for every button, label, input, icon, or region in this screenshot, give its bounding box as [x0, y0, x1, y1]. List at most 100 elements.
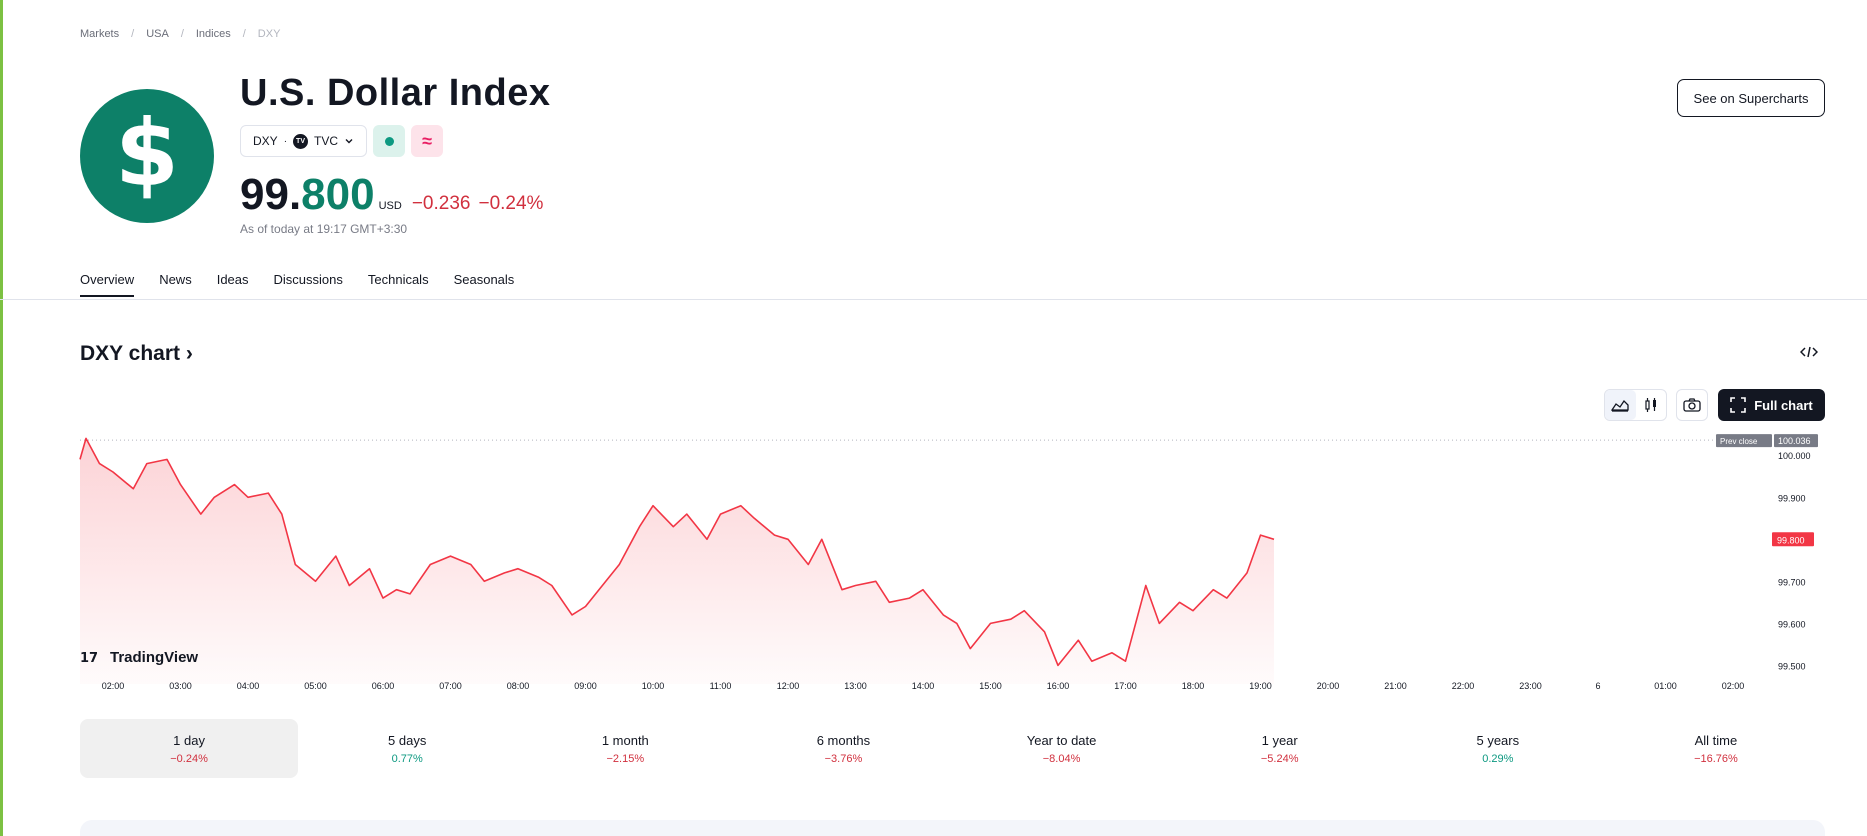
x-tick-label: 02:00: [102, 681, 125, 691]
x-tick-label: 22:00: [1452, 681, 1475, 691]
breadcrumb-indices[interactable]: Indices: [195, 28, 231, 40]
timeframe-1m[interactable]: 1 month −2.15%: [516, 719, 734, 778]
delayed-data-wave-icon[interactable]: ≈: [411, 125, 444, 157]
timeframe-label: 5 days: [388, 732, 427, 748]
timeframe-change: −3.76%: [824, 752, 863, 765]
x-tick-label: 02:00: [1722, 681, 1745, 691]
timeframe-label: 5 years: [1476, 732, 1520, 748]
timeframe-label: 1 year: [1261, 732, 1298, 748]
last-price-badge: [1772, 532, 1814, 547]
price-change-percent: −0.24%: [478, 193, 544, 214]
timeframe-label: 6 months: [816, 732, 871, 748]
exchange-logo-icon: TV: [293, 133, 309, 149]
bottom-card: [80, 820, 1825, 836]
fullscreen-icon: [1730, 397, 1747, 413]
full-chart-button[interactable]: Full chart: [1718, 389, 1825, 421]
tradingview-logo-icon: 17: [80, 651, 98, 666]
timeframe-5y[interactable]: 5 years 0.29%: [1389, 719, 1607, 778]
tab-technicals[interactable]: Technicals: [367, 272, 429, 287]
x-tick-label: 05:00: [304, 681, 327, 691]
symbol-selector[interactable]: DXY · TV TVC: [240, 125, 368, 157]
see-on-supercharts-button[interactable]: See on Supercharts: [1677, 79, 1825, 117]
embed-code-icon[interactable]: [1800, 345, 1818, 359]
x-tick-label: 06:00: [372, 681, 395, 691]
x-tick-label: 09:00: [574, 681, 597, 691]
dollar-logo-icon: $: [80, 89, 214, 223]
chevron-down-icon: [345, 139, 353, 144]
ticker-label: DXY: [253, 134, 278, 148]
timeframe-label: All time: [1694, 732, 1738, 748]
price-currency: USD: [378, 200, 402, 212]
timeframe-1y[interactable]: 1 year −5.24%: [1171, 719, 1389, 778]
breadcrumb-separator: /: [180, 28, 184, 40]
exchange-label: TVC: [314, 134, 339, 148]
timeframe-change: −8.04%: [1042, 752, 1081, 765]
timeframe-selector: 1 day −0.24% 5 days 0.77% 1 month −2.15%…: [80, 719, 1825, 778]
x-tick-label: 17:00: [1114, 681, 1137, 691]
timeframe-label: 1 month: [601, 732, 649, 748]
price-line: [79, 437, 1275, 667]
symbol-row: DXY · TV TVC ≈: [240, 125, 444, 157]
x-tick-label: 19:00: [1249, 681, 1272, 691]
y-tick-label: 99.700: [1778, 577, 1806, 587]
timeframe-6m[interactable]: 6 months −3.76%: [734, 719, 952, 778]
breadcrumb-separator: /: [131, 28, 135, 40]
timeframe-change: −2.15%: [606, 752, 645, 765]
timeframe-change: 0.29%: [1482, 752, 1514, 765]
y-tick-label: 99.600: [1778, 619, 1806, 629]
y-tick-label: 100.000: [1778, 451, 1811, 461]
area-chart-icon[interactable]: [1605, 390, 1636, 420]
price-integer: 99.: [240, 170, 302, 219]
timeframe-change: −5.24%: [1260, 752, 1299, 765]
x-tick-label: 07:00: [439, 681, 462, 691]
x-tick-label: 6: [1595, 681, 1600, 691]
prev-close-value-badge: [1774, 434, 1818, 448]
window-edge-accent: [0, 0, 3, 836]
page-title: U.S. Dollar Index: [240, 72, 551, 114]
candles-chart-icon[interactable]: [1636, 390, 1667, 420]
tab-ideas[interactable]: Ideas: [216, 272, 249, 287]
y-tick-label: 99.900: [1778, 493, 1806, 503]
last-price-value: 99.800: [1777, 535, 1805, 545]
timeframe-1d[interactable]: 1 day −0.24%: [80, 719, 299, 778]
timeframe-label: Year to date: [1026, 732, 1097, 748]
breadcrumb-markets[interactable]: Markets: [80, 28, 120, 40]
x-tick-label: 08:00: [507, 681, 530, 691]
separator-dot: ·: [283, 135, 288, 147]
x-tick-label: 20:00: [1317, 681, 1340, 691]
breadcrumb: Markets / USA / Indices / DXY: [80, 28, 280, 40]
x-tick-label: 18:00: [1182, 681, 1205, 691]
price-area-fill: [80, 438, 1274, 684]
x-tick-label: 14:00: [912, 681, 935, 691]
timeframe-all[interactable]: All time −16.76%: [1607, 719, 1825, 778]
chart-heading-link[interactable]: DXY chart ›: [80, 342, 193, 365]
x-tick-label: 15:00: [979, 681, 1002, 691]
breadcrumb-current: DXY: [257, 28, 281, 40]
timeframe-5d[interactable]: 5 days 0.77%: [298, 719, 516, 778]
tab-bar: Overview News Ideas Discussions Technica…: [80, 272, 514, 297]
x-tick-label: 13:00: [844, 681, 867, 691]
breadcrumb-separator: /: [242, 28, 246, 40]
tab-seasonals[interactable]: Seasonals: [453, 272, 515, 287]
as-of-timestamp: As of today at 19:17 GMT+3:30: [240, 222, 408, 236]
x-tick-label: 12:00: [777, 681, 800, 691]
x-tick-label: 04:00: [237, 681, 260, 691]
tab-discussions[interactable]: Discussions: [273, 272, 343, 287]
full-chart-label: Full chart: [1754, 397, 1813, 413]
price-chart[interactable]: 100.000 99.900 99.700 99.600 99.500 Prev clos…: [0, 430, 1867, 700]
price-row: 99. 800 USD −0.236 −0.24%: [240, 170, 543, 220]
timeframe-change: 0.77%: [391, 752, 423, 765]
breadcrumb-usa[interactable]: USA: [146, 28, 169, 40]
x-tick-label: 03:00: [169, 681, 192, 691]
timeframe-ytd[interactable]: Year to date −8.04%: [953, 719, 1171, 778]
timeframe-label: 1 day: [173, 732, 205, 748]
tradingview-watermark: TradingView: [110, 649, 198, 666]
x-tick-label: 16:00: [1047, 681, 1070, 691]
tab-overview[interactable]: Overview: [80, 272, 135, 297]
prev-close-value: 100.036: [1778, 436, 1811, 446]
timeframe-change: −16.76%: [1694, 752, 1738, 765]
camera-snapshot-icon[interactable]: [1676, 389, 1708, 421]
market-open-status-icon[interactable]: [373, 125, 406, 157]
tab-news[interactable]: News: [159, 272, 192, 287]
y-tick-label: 99.500: [1778, 661, 1806, 671]
